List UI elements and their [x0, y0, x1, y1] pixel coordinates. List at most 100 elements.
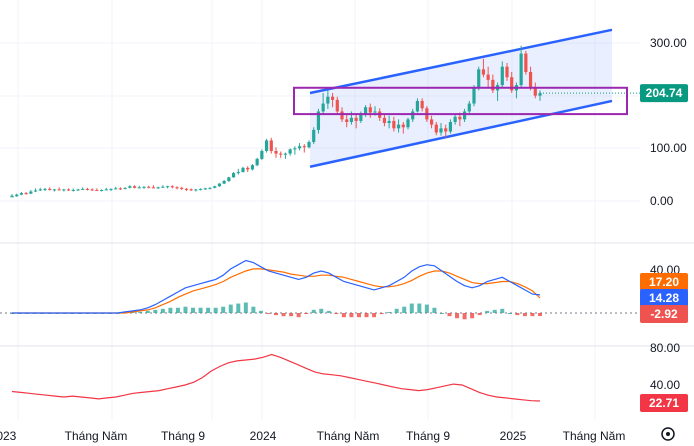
candle: [519, 45, 523, 88]
candle-body: [434, 124, 438, 133]
histogram-value-badge-bg: [640, 305, 688, 323]
candle-body: [227, 177, 231, 181]
candle: [462, 108, 467, 122]
candle: [10, 194, 14, 198]
candle-body: [151, 187, 156, 189]
candle-body: [293, 148, 297, 150]
candle-body: [538, 93, 542, 96]
candle-body: [241, 167, 245, 173]
price-channel[interactable]: [309, 28, 613, 168]
candle-body: [85, 188, 90, 190]
candle-body: [326, 96, 330, 104]
macd-histogram-bar: [326, 310, 331, 313]
candle: [368, 103, 372, 118]
channel-lower-line: [309, 99, 613, 168]
candle: [297, 143, 302, 151]
signal-value-badge-bg: [640, 289, 688, 307]
candle: [538, 90, 542, 101]
candle-body: [321, 103, 325, 112]
candle-body: [345, 119, 349, 122]
time-tick-label: 2025: [500, 429, 527, 443]
macd-histogram-bar: [334, 313, 339, 315]
macd-histogram-bar: [417, 303, 422, 313]
candle-body: [208, 187, 212, 189]
candle: [170, 185, 174, 189]
candle-body: [458, 116, 462, 120]
time-tick-label: 2024: [250, 429, 277, 443]
candle-body: [373, 111, 377, 113]
candle: [387, 115, 391, 129]
candle-body: [269, 140, 273, 151]
candle-body: [170, 186, 174, 188]
candle-body: [510, 77, 514, 91]
candle: [260, 149, 264, 160]
macd-histogram-bar: [538, 313, 542, 317]
candle-body: [505, 66, 509, 78]
candle-body: [90, 189, 94, 191]
macd-histogram-bar: [439, 313, 444, 314]
candle: [481, 58, 486, 78]
macd-histogram-bar: [522, 313, 527, 317]
candle: [198, 188, 203, 191]
candle-body: [19, 193, 24, 195]
macd-histogram-bar: [341, 313, 346, 318]
candle-body: [420, 100, 424, 109]
candle-body: [283, 153, 288, 155]
candle-body: [439, 128, 443, 133]
price-tick-label: 300.00: [650, 36, 687, 50]
candle-body: [81, 188, 85, 190]
macd-panel: [0, 259, 640, 320]
candle: [52, 188, 57, 192]
candle: [396, 119, 401, 133]
candle-body: [250, 165, 255, 170]
candle-body: [279, 153, 283, 155]
macd-histogram-bar: [153, 309, 158, 313]
candle-body: [38, 189, 42, 191]
candle: [500, 61, 504, 88]
candle-body: [406, 119, 410, 128]
grid-lines: [0, 0, 694, 420]
candle: [217, 183, 222, 187]
support-resistance-box[interactable]: [293, 86, 628, 116]
candle-body: [528, 71, 533, 88]
candle: [114, 186, 118, 190]
candle: [132, 185, 137, 189]
histogram-value-badge: -2.92: [650, 307, 678, 321]
candle: [312, 127, 316, 145]
candle: [246, 166, 250, 173]
candle-body: [491, 79, 495, 91]
time-tick-label: 2023: [0, 429, 17, 443]
candle: [90, 188, 94, 191]
candle-body: [524, 53, 528, 72]
candle-body: [175, 187, 179, 189]
candle: [326, 90, 330, 109]
macd-histogram-bar: [206, 307, 211, 313]
time-tick-label: Tháng Năm: [563, 429, 626, 443]
macd-histogram-bar: [175, 307, 180, 313]
candle: [420, 98, 424, 112]
macd-histogram-bar: [251, 306, 256, 313]
candle: [203, 187, 207, 190]
candle: [269, 137, 273, 154]
candle-body: [481, 69, 486, 75]
time-tick-label: Tháng 9: [161, 429, 205, 443]
candle-body: [264, 140, 269, 151]
macd-histogram-bar: [281, 313, 286, 317]
candle-body: [128, 186, 132, 188]
chart-settings-icon[interactable]: [661, 427, 675, 441]
candle-body: [222, 180, 226, 184]
macd-histogram-bar: [379, 313, 384, 315]
macd-histogram-bar: [289, 313, 294, 317]
candle-body: [104, 189, 108, 191]
candle-body: [533, 87, 537, 96]
candle-body: [274, 150, 278, 154]
candle: [429, 115, 434, 129]
candle-body: [165, 186, 170, 188]
candle: [510, 71, 514, 94]
candle: [453, 114, 457, 125]
time-axis[interactable]: 2023 Tháng Năm Tháng 9 2024 Tháng Năm Tháng 9…: [0, 429, 625, 443]
macd-histogram-bar: [266, 313, 271, 315]
candle: [524, 50, 528, 75]
candle-body: [330, 96, 335, 100]
